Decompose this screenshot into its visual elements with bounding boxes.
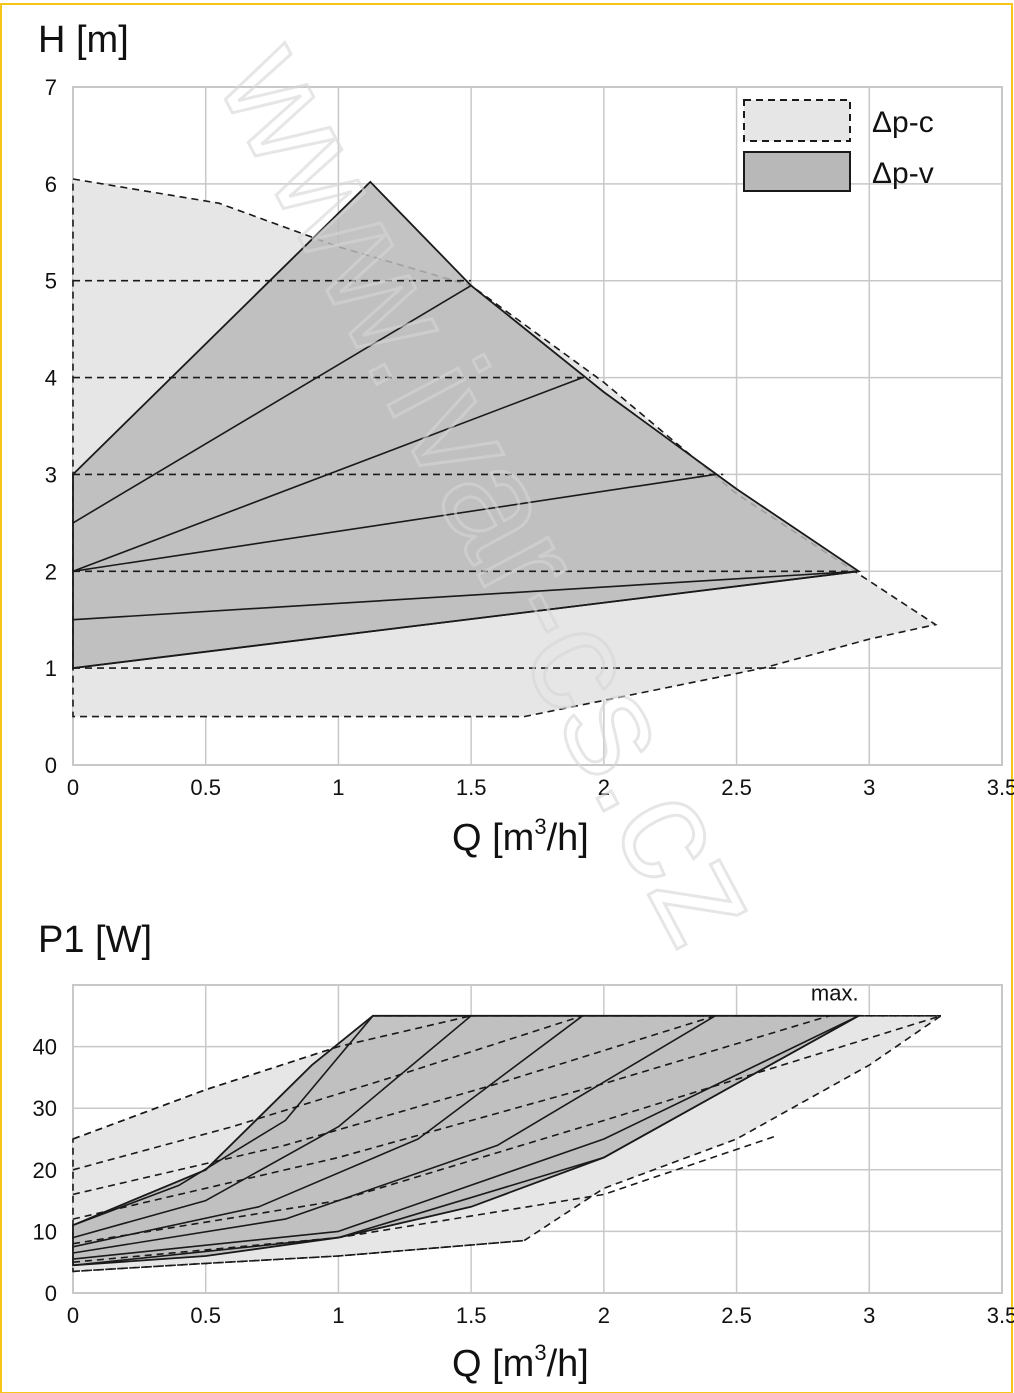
power-y-tick-label: 10 [33,1219,57,1244]
head-chart-regions [72,178,938,718]
head-x-tick-label: 1.5 [456,775,487,800]
power-dp-c-curve [72,1015,716,1196]
power-dp-v-curve [72,1015,716,1254]
power-x-tick-label: 0.5 [190,1303,221,1328]
head-x-tick-label: 0 [67,775,79,800]
power-dp-c-curve [72,1239,525,1273]
legend-swatch-dp-c [743,99,851,142]
power-chart-tick-labels: 0 0.5 1 1.5 2 2.5 3 3.5 0 10 20 30 40 [33,1035,1014,1328]
head-x-tick-label: 2.5 [721,775,752,800]
power-dp-c-curve [72,1015,942,1245]
power-chart-x-axis-label: Q [m3/h] [452,1340,589,1385]
head-y-tick-label: 7 [45,75,57,100]
power-x-label-tail: /h] [547,1343,589,1385]
head-dp-v-curve [72,570,859,669]
head-x-tick-label: 1 [332,775,344,800]
head-y-tick-label: 4 [45,366,57,391]
power-chart-curves [72,1015,942,1273]
power-dp-v-curve [72,1015,472,1239]
legend-swatch-dp-v [743,151,851,192]
power-dp-c-curve [72,1015,830,1220]
power-dp-c-curve [72,1015,583,1171]
head-y-tick-label: 5 [45,269,57,294]
power-dp-v-curve [72,1015,374,1226]
power-dp-c-curve [72,1015,472,1140]
head-y-tick-label: 0 [45,753,57,778]
head-chart-x-axis-label: Q [m3/h] [452,814,589,859]
power-x-label-sup: 3 [534,1340,546,1365]
head-chart-tick-labels: 0 0.5 1 1.5 2 2.5 3 3.5 0 1 2 3 4 5 6 7 [45,75,1014,800]
head-x-tick-label: 3.5 [987,775,1014,800]
head-x-tick-label: 3 [863,775,875,800]
head-y-tick-label: 3 [45,462,57,487]
head-x-tick-label: 0.5 [190,775,221,800]
head-x-label-tail: /h] [547,817,589,859]
head-dp-v-curve [72,473,716,573]
head-chart-title: H [m] [38,19,129,61]
power-dp-v-curve [72,1015,860,1267]
power-y-tick-label: 30 [33,1096,57,1121]
legend-label-dp-c: Δp-c [872,106,934,139]
power-chart-title: P1 [W] [38,919,152,961]
frame-border [0,3,1013,1393]
head-x-label-sup: 3 [534,814,546,839]
power-x-label-main: Q [m [452,1343,534,1385]
power-dp-v-curve [72,1015,584,1248]
power-y-tick-label: 0 [45,1281,57,1306]
power-x-tick-label: 2.5 [721,1303,752,1328]
head-dp-v-curve [72,284,472,524]
head-dp-v-curve [72,376,583,573]
power-x-tick-label: 3.5 [987,1303,1014,1328]
power-x-tick-label: 1.5 [456,1303,487,1328]
head-chart-curves [72,279,859,669]
max-annotation: max. [811,980,859,1005]
head-y-tick-label: 1 [45,656,57,681]
head-dp-v-curve [72,570,859,621]
power-x-tick-label: 2 [598,1303,610,1328]
head-y-tick-label: 6 [45,172,57,197]
power-x-tick-label: 1 [332,1303,344,1328]
head-chart-legend: Δp-c Δp-v [743,99,934,192]
power-y-tick-label: 20 [33,1158,57,1183]
head-y-tick-label: 2 [45,559,57,584]
power-dp-v-curve [72,1015,860,1260]
power-x-tick-label: 3 [863,1303,875,1328]
head-x-label-main: Q [m [452,817,534,859]
power-x-tick-label: 0 [67,1303,79,1328]
power-y-tick-label: 40 [33,1035,57,1060]
power-dp-c-curve [72,1135,777,1263]
head-x-tick-label: 2 [598,775,610,800]
legend-label-dp-v: Δp-v [872,157,934,190]
